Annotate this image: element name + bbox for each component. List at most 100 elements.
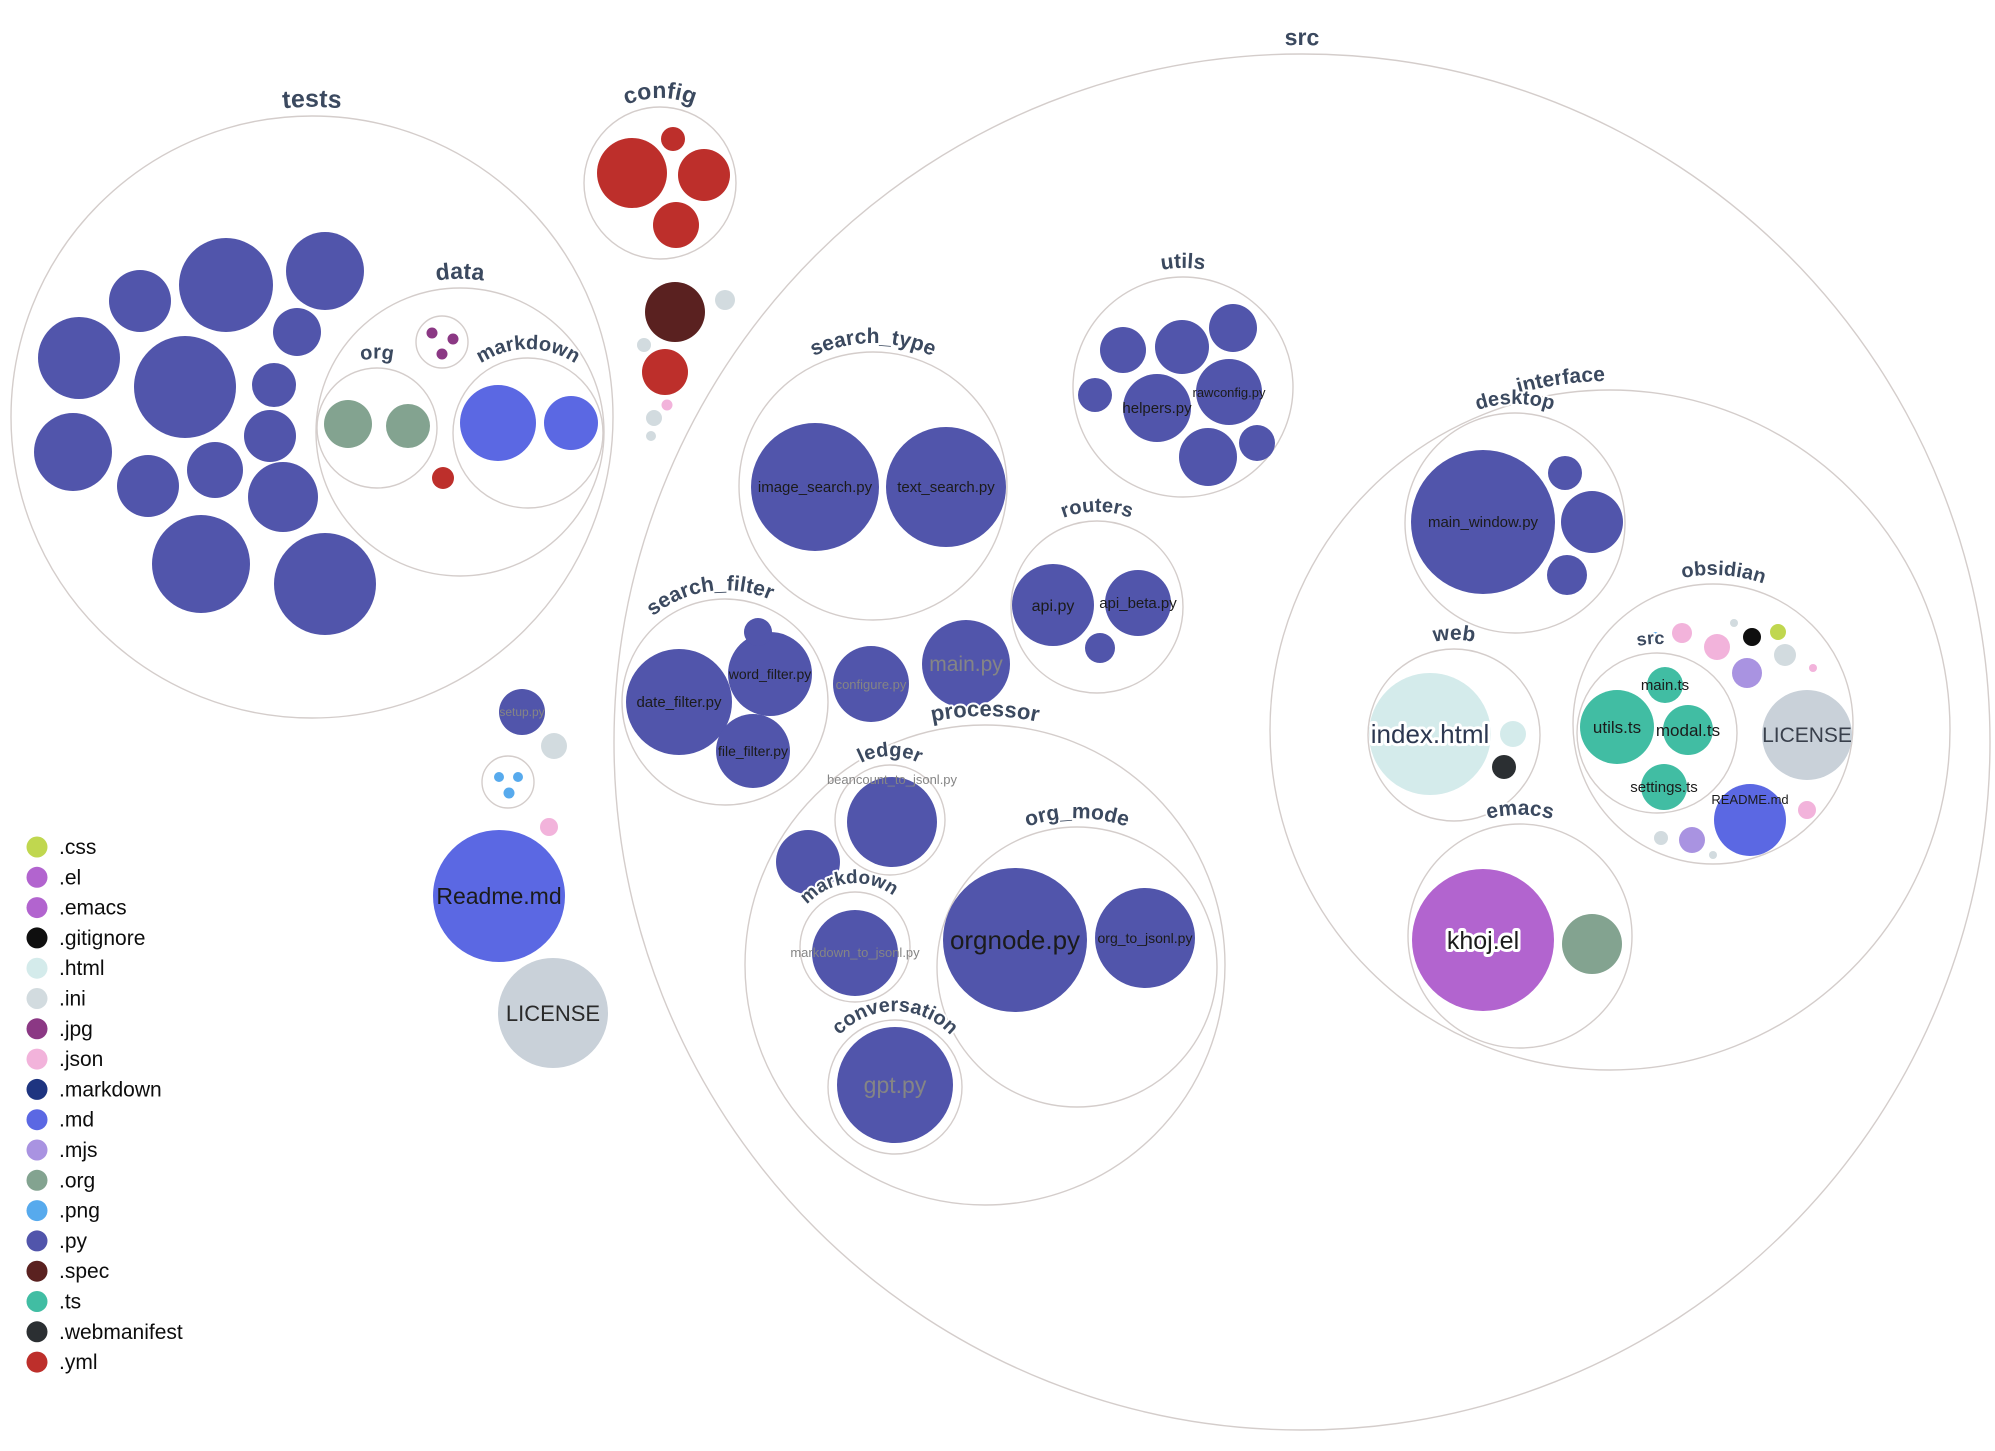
- dir-root-images-circle: [481, 755, 535, 809]
- file-readme-md-label: Readme.md: [436, 883, 561, 909]
- file-obsidian-json-4-circle: [1798, 801, 1816, 819]
- legend-swatch-ini-icon: [26, 988, 48, 1009]
- legend-swatch-mjs-icon: [26, 1139, 48, 1161]
- legend-swatch-el-icon: [26, 866, 48, 888]
- legend-swatch-gitignore-icon: [26, 927, 48, 949]
- file-obsidian-json-1-circle: [1672, 623, 1692, 643]
- legend-swatch-markdown-icon: [26, 1078, 48, 1100]
- file-utils-ts-circle: [1580, 690, 1654, 764]
- legend-label-el: .el: [59, 866, 81, 889]
- dir-web-label: web: [1430, 622, 1476, 647]
- dir-tests-circle: [10, 115, 614, 719]
- dir-emacs-label: emacs: [1484, 797, 1557, 824]
- file-utils-py-4-circle: [1078, 378, 1112, 412]
- file-api-beta-py-circle: [1105, 570, 1171, 636]
- file-index-html-label: index.html: [1371, 719, 1490, 749]
- file-root-ini-1-circle: [715, 290, 735, 310]
- file-obsidian-ini-4-circle: [1709, 851, 1717, 859]
- file-data-jpg-2-circle: [447, 333, 459, 345]
- file-modal-ts-circle: [1663, 705, 1713, 755]
- legend-label-ts: .ts: [59, 1291, 81, 1314]
- dir-obsidian-src-label: src: [1635, 628, 1665, 650]
- file-readme-obsidian-label: README.md: [1711, 792, 1788, 807]
- dir-interface-circle: [1269, 389, 1951, 1071]
- file-utils-py-6-circle: [1239, 425, 1275, 461]
- legend-label-yml: .yml: [59, 1351, 98, 1374]
- file-data-jpg-1-circle: [426, 327, 438, 339]
- file-tests-py-3-circle: [109, 270, 171, 332]
- file-obsidian-mjs-1-circle: [1732, 658, 1762, 688]
- legend-label-png: .png: [59, 1200, 100, 1223]
- legend-label-emacs: .emacs: [59, 897, 127, 920]
- file-filter-py-small-circle: [744, 618, 772, 646]
- legend-label-jpg: .jpg: [59, 1018, 93, 1041]
- file-main-window-py-label: main_window.py: [1428, 514, 1539, 531]
- file-license-root-circle: [498, 958, 608, 1068]
- dir-search_filter-label: search_filter: [642, 572, 777, 620]
- file-tests-py-12-circle: [248, 462, 318, 532]
- file-api-py-label: api.py: [1032, 598, 1075, 615]
- file-file-filter-py-label: file_filter.py: [718, 743, 788, 759]
- legend-label-ini: .ini: [59, 988, 86, 1011]
- file-gpt-py-label: gpt.py: [864, 1072, 927, 1098]
- dir-search_type-label: search_type: [807, 325, 940, 360]
- file-configure-py-label: configure.py: [836, 677, 907, 692]
- dir-data-org-circle: [316, 367, 438, 489]
- legend-swatch-spec-icon: [26, 1260, 48, 1282]
- dir-search_type-circle: [738, 351, 1008, 621]
- file-root-ini-5-circle: [541, 733, 567, 759]
- file-main-ts-circle: [1647, 667, 1683, 703]
- file-data-jpg-3-circle: [436, 348, 448, 360]
- file-desktop-py-3-circle: [1561, 491, 1623, 553]
- file-orgnode-py-circle: [943, 868, 1087, 1012]
- file-data-md-1-circle: [460, 385, 536, 461]
- file-root-json-1-circle: [661, 399, 673, 411]
- file-word-filter-py-circle: [728, 632, 812, 716]
- file-rawconfig-py-label: rawconfig.py: [1193, 385, 1266, 400]
- dir-src-label: src: [1284, 24, 1319, 50]
- file-utils-py-3-circle: [1209, 304, 1257, 352]
- file-beancount-to-jsonl-py-circle: [847, 777, 937, 867]
- file-tests-py-14-circle: [274, 533, 376, 635]
- file-root-png-3-circle: [503, 787, 515, 799]
- file-web-webmanifest-circle: [1492, 755, 1516, 779]
- dir-processor-circle: [744, 724, 1226, 1206]
- dir-ledger-circle: [834, 764, 946, 876]
- dir-utils-circle: [1072, 276, 1294, 498]
- file-image-search-py-label: image_search.py: [758, 479, 873, 496]
- dir-obsidian-src-circle: [1576, 652, 1738, 814]
- file-word-filter-py-label: word_filter.py: [728, 666, 811, 682]
- dir-data-org-label-arc: [309, 359, 445, 416]
- file-tests-py-4-circle: [273, 308, 321, 356]
- file-helpers-py-circle: [1123, 374, 1191, 442]
- file-tests-py-9-circle: [34, 413, 112, 491]
- file-obsidian-mjs-2-circle: [1679, 827, 1705, 853]
- file-main-py-circle: [922, 620, 1010, 708]
- file-org-to-jsonl-py-label: org_to_jsonl.py: [1098, 930, 1193, 946]
- dir-ledger-label: ledger: [854, 739, 926, 768]
- file-obsidian-ini-2-circle: [1774, 644, 1796, 666]
- file-tests-py-10-circle: [117, 455, 179, 517]
- file-org-to-jsonl-py-circle: [1095, 888, 1195, 988]
- file-tests-py-1-circle: [179, 238, 273, 332]
- file-settings-ts-label: settings.ts: [1630, 779, 1698, 796]
- file-license-obsidian-circle: [1762, 690, 1852, 780]
- dir-data-markdown-circle: [452, 357, 604, 509]
- legend-label-html: .html: [59, 957, 105, 980]
- file-obsidian-png-circle: [1650, 632, 1660, 642]
- dir-search_filter-circle: [621, 598, 829, 806]
- file-markdown-to-jsonl-py-circle: [812, 910, 898, 996]
- dir-routers-label: routers: [1058, 495, 1136, 523]
- dir-web-circle: [1367, 648, 1541, 822]
- file-setup-py-label: setup.py: [499, 705, 544, 719]
- file-root-ini-3-circle: [646, 410, 662, 426]
- legend-swatch-json-icon: [26, 1048, 48, 1070]
- legend-swatch-md-icon: [26, 1109, 48, 1131]
- file-root-yml-circle: [642, 349, 688, 395]
- file-utils-py-5-circle: [1179, 428, 1237, 486]
- legend-label-css: .css: [59, 836, 96, 859]
- dir-utils-label: utils: [1159, 250, 1207, 275]
- file-web-html-small-circle: [1500, 721, 1526, 747]
- file-rawconfig-py-circle: [1196, 359, 1262, 425]
- file-data-org-1-circle: [324, 400, 372, 448]
